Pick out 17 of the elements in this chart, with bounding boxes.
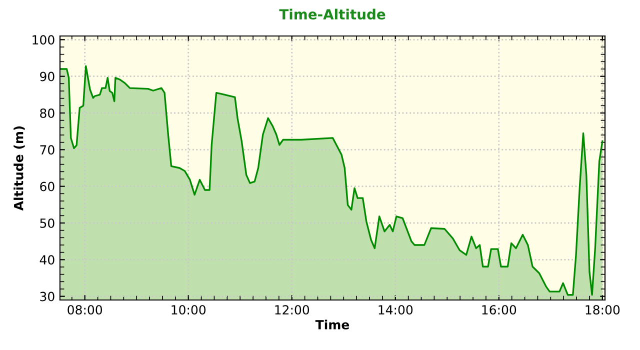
y-tick-label: 80 bbox=[40, 108, 54, 118]
y-tick-label: 60 bbox=[40, 182, 54, 192]
x-tick-label: 16:00 bbox=[482, 305, 516, 315]
y-tick-label: 40 bbox=[40, 255, 54, 265]
y-tick-label: 100 bbox=[32, 35, 54, 45]
x-axis-title: Time bbox=[315, 320, 350, 330]
chart-title: Time-Altitude bbox=[279, 8, 386, 20]
x-tick-label: 14:00 bbox=[378, 305, 413, 315]
x-tick-label: 12:00 bbox=[275, 305, 310, 315]
x-tick-label: 10:00 bbox=[172, 305, 206, 315]
y-tick-label: 90 bbox=[40, 72, 54, 82]
y-tick-label: 70 bbox=[40, 145, 54, 155]
y-tick-label: 50 bbox=[40, 218, 54, 228]
y-tick-label: 30 bbox=[40, 292, 54, 302]
x-tick-label: 18:00 bbox=[586, 305, 620, 315]
x-tick-label: 08:00 bbox=[68, 305, 102, 315]
y-axis-title: Altitude (m) bbox=[14, 126, 25, 211]
